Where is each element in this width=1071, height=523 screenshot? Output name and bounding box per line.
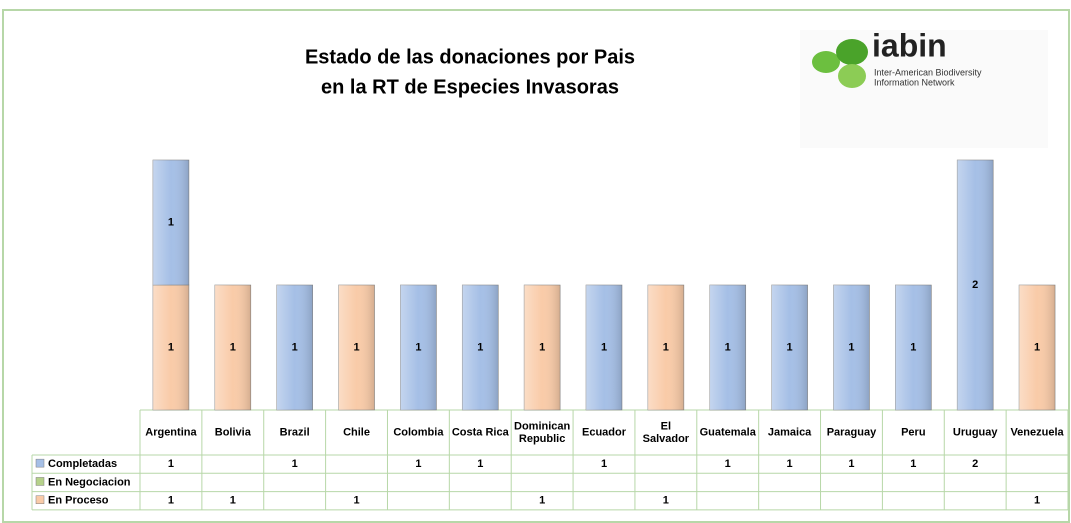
bar-shade <box>152 160 189 285</box>
legend-label: Completadas <box>48 458 117 470</box>
x-tick-label: Paraguay <box>827 426 877 438</box>
data-label: 1 <box>539 341 545 353</box>
x-tick-label: Guatemala <box>700 426 757 438</box>
table-cell: 1 <box>725 458 731 470</box>
bar-shade <box>647 285 684 410</box>
bar-shade <box>586 285 622 410</box>
table-cell: 1 <box>477 458 483 470</box>
bar-shade <box>462 285 499 410</box>
bar-shade <box>1019 285 1056 410</box>
table-cell: 2 <box>972 458 978 470</box>
x-tick-label: Dominican Republic <box>514 420 571 445</box>
table-cell: 1 <box>601 458 607 470</box>
data-label: 2 <box>972 279 978 291</box>
data-label: 1 <box>910 341 916 353</box>
x-tick-label: El Salvador <box>643 420 690 445</box>
x-tick-label: Uruguay <box>953 426 999 438</box>
logo: iabin Inter-American Biodiversity Inform… <box>800 27 1048 148</box>
bar-shade <box>524 285 561 410</box>
x-tick-label: Chile <box>343 426 370 438</box>
logo-icon <box>838 64 866 88</box>
x-tick-label: Jamaica <box>768 426 812 438</box>
data-label: 1 <box>292 341 298 353</box>
bar-shade <box>709 285 746 410</box>
table-cell: 1 <box>415 458 421 470</box>
chart-title: en la RT de Especies Invasoras <box>321 76 619 98</box>
table-cell: 1 <box>168 458 174 470</box>
x-tick-label: Brazil <box>280 426 310 438</box>
table-cell: 1 <box>230 495 236 507</box>
bar-shade <box>833 285 870 410</box>
x-tick-label: Colombia <box>393 426 444 438</box>
data-label: 1 <box>601 341 607 353</box>
legend-swatch <box>35 477 45 486</box>
x-tick-label: Ecuador <box>582 426 627 438</box>
bar-shade <box>895 285 932 410</box>
x-tick-label: Venezuela <box>1010 426 1064 438</box>
x-tick-label: Peru <box>901 426 925 438</box>
logo-text: Information Network <box>874 77 955 87</box>
x-tick-label: Bolivia <box>215 426 252 438</box>
logo-name: iabin <box>872 27 947 63</box>
bar-shade <box>276 285 313 410</box>
data-label: 1 <box>848 341 854 353</box>
legend-swatch <box>35 458 45 468</box>
data-label: 1 <box>477 341 483 353</box>
data-label: 1 <box>415 341 421 353</box>
table-cell: 1 <box>168 495 174 507</box>
legend-label: En Proceso <box>48 495 109 507</box>
table-cell: 1 <box>539 495 545 507</box>
data-label: 1 <box>168 341 174 353</box>
table-cell: 1 <box>292 458 298 470</box>
data-label: 1 <box>230 341 236 353</box>
bar-shade <box>338 285 375 410</box>
table-cell: 1 <box>787 458 793 470</box>
legend-swatch <box>35 495 45 504</box>
table-cell: 1 <box>663 495 669 507</box>
bar-shade <box>957 160 994 410</box>
chart-title: Estado de las donaciones por Pais <box>305 46 635 68</box>
legend-label: En Negociacion <box>48 476 131 488</box>
logo-text: Inter-American Biodiversity <box>874 67 982 77</box>
bar-shade <box>400 285 437 410</box>
logo-icon <box>836 39 868 65</box>
data-label: 1 <box>1034 341 1040 353</box>
bar-shade <box>771 285 808 410</box>
data-label: 1 <box>663 341 669 353</box>
data-label: 1 <box>168 216 174 228</box>
logo-icon <box>812 51 840 73</box>
table-cell: 1 <box>353 495 359 507</box>
table-cell: 1 <box>1034 495 1040 507</box>
data-label: 1 <box>353 341 359 353</box>
table-cell: 1 <box>848 458 854 470</box>
table-cell: 1 <box>910 458 916 470</box>
x-tick-label: Costa Rica <box>452 426 510 438</box>
bar-shade <box>152 285 189 410</box>
x-tick-label: Argentina <box>145 426 197 438</box>
bar-shade <box>214 285 251 410</box>
data-label: 1 <box>725 341 731 353</box>
data-label: 1 <box>787 341 793 353</box>
